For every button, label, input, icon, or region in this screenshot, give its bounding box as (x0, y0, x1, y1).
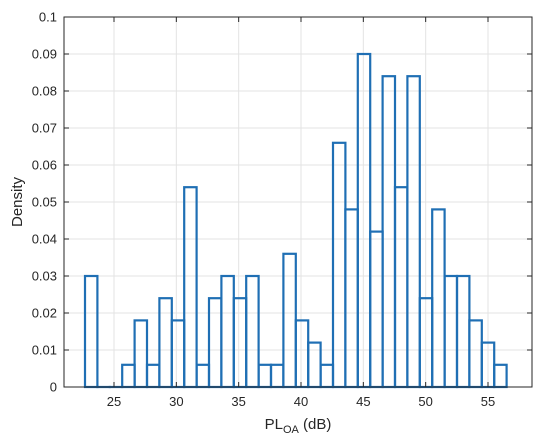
histogram-bar (269, 363, 285, 389)
histogram-bar (381, 75, 397, 389)
histogram-bar (431, 208, 446, 389)
x-tick-label: 55 (481, 394, 495, 409)
x-axis-label-unit: (dB) (299, 416, 332, 433)
histogram-bar (294, 319, 310, 389)
histogram-bar (257, 363, 273, 389)
histogram-bar (145, 363, 161, 389)
histogram-bar (183, 186, 198, 389)
histogram-bar (455, 274, 471, 389)
histogram-bar (307, 341, 322, 389)
y-tick-label: 0.1 (39, 10, 57, 25)
histogram-bar (468, 319, 483, 389)
x-tick-label: 50 (418, 394, 432, 409)
x-axis-label-main: PL (265, 416, 283, 433)
grid-lines (64, 17, 532, 387)
histogram-bar (245, 274, 260, 389)
histogram-bar (493, 363, 508, 389)
axis-ticks: 0 0.01 0.02 0.03 0.04 0.05 0.06 0.07 0.08 0.09 0.1… (32, 10, 532, 409)
x-tick-label: 40 (294, 394, 308, 409)
y-axis-label: Density (9, 176, 26, 227)
histogram-bar (121, 363, 136, 389)
histogram-bar (344, 208, 359, 389)
histogram-bar (158, 297, 173, 389)
histogram-bar (406, 75, 421, 389)
histogram-bar (282, 252, 297, 389)
y-tick-label: 0 (50, 380, 57, 395)
y-tick-label: 0.01 (32, 343, 57, 358)
y-tick-label: 0.07 (32, 121, 57, 136)
x-axis-label: PLOA (dB) (265, 416, 332, 436)
y-tick-label: 0.04 (32, 232, 57, 247)
y-tick-label: 0.02 (32, 306, 57, 321)
x-axis-label-subscript: OA (283, 424, 300, 436)
histogram-bar (170, 319, 186, 389)
histogram-bars (83, 52, 508, 389)
histogram-bar (232, 297, 248, 389)
x-tick-label: 30 (169, 394, 183, 409)
histogram-bar (319, 363, 335, 389)
y-tick-label: 0.05 (32, 195, 57, 210)
histogram-bar (356, 52, 372, 389)
x-tick-label: 45 (356, 394, 370, 409)
histogram-bar (83, 274, 99, 389)
histogram-bar (443, 274, 459, 389)
y-tick-label: 0.03 (32, 269, 57, 284)
histogram-bar (369, 230, 384, 389)
x-tick-label: 25 (107, 394, 121, 409)
y-tick-label: 0.08 (32, 84, 57, 99)
y-tick-label: 0.09 (32, 47, 57, 62)
histogram-bar (393, 186, 409, 389)
histogram-bar (195, 363, 211, 389)
y-tick-label: 0.06 (32, 158, 57, 173)
x-tick-label: 35 (231, 394, 245, 409)
histogram-bar (220, 274, 235, 389)
histogram-bar (207, 297, 223, 389)
histogram-bar (133, 319, 149, 389)
